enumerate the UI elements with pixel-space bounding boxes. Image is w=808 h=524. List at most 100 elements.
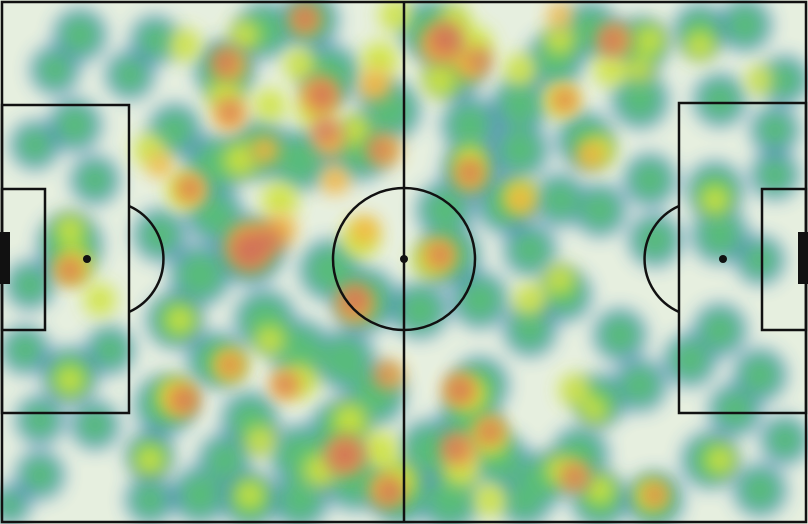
heat-low-spot xyxy=(7,332,43,368)
heat-peak-spot xyxy=(600,28,624,52)
heat-low-spot xyxy=(176,251,224,299)
heat-low-spot xyxy=(767,62,803,98)
center-circle xyxy=(331,186,477,332)
heat-low-spot xyxy=(205,440,245,480)
heat-mid-spot xyxy=(746,66,774,94)
left-penalty-spot xyxy=(83,255,91,263)
heat-peak-spot xyxy=(429,24,461,56)
heat-low-spot xyxy=(505,480,545,520)
heat-low-spot xyxy=(406,426,454,474)
heat-mid-spot xyxy=(362,432,398,468)
right-penalty-spot xyxy=(719,255,727,263)
heat-peak-spot xyxy=(557,92,573,108)
heat-peak-spot xyxy=(460,162,480,182)
heat-low-spot xyxy=(306,246,354,294)
heat-low-spot xyxy=(670,340,710,380)
heat-peak-spot xyxy=(480,422,500,442)
heat-low-spot xyxy=(132,482,168,518)
heat-low-spot xyxy=(178,473,222,517)
heat-mid-spot xyxy=(544,24,576,56)
heat-peak-spot xyxy=(222,357,238,373)
heat-mid-spot xyxy=(684,29,716,61)
heat-mid-spot xyxy=(84,284,116,316)
heat-low-spot xyxy=(725,5,765,45)
pitch-spots xyxy=(0,232,808,284)
heat-low-spot xyxy=(510,230,550,270)
heat-mid-spot xyxy=(474,484,506,516)
heat-low-spot xyxy=(140,215,180,255)
heat-peak-spot xyxy=(377,367,393,383)
heat-peak-spot xyxy=(565,468,585,488)
heat-low-spot xyxy=(498,128,542,172)
heat-low-spot xyxy=(740,355,780,395)
heat-low-spot xyxy=(510,310,550,350)
right-penalty-arc xyxy=(643,204,680,314)
heat-low-spot xyxy=(321,336,369,384)
heat-low-spot xyxy=(600,315,640,355)
heat-mid-spot xyxy=(254,324,286,356)
heat-low-spot xyxy=(698,213,742,257)
heat-low-spot xyxy=(92,332,128,368)
heat-mid-spot xyxy=(362,42,398,78)
heat-mid-spot xyxy=(164,304,196,336)
heat-mid-spot xyxy=(339,114,371,146)
heat-mid-spot xyxy=(584,474,616,506)
heat-mid-spot xyxy=(422,62,458,98)
heat-low-spot xyxy=(448,103,492,147)
heat-mid-spot xyxy=(581,396,609,424)
heat-low-spot xyxy=(618,78,662,122)
heat-peak-spot xyxy=(308,81,336,109)
heat-layer-peak xyxy=(60,6,663,504)
heat-low-spot xyxy=(278,478,322,522)
heat-high-spot xyxy=(148,153,172,177)
heat-low-spot xyxy=(620,365,660,405)
heat-low-spot xyxy=(498,83,542,127)
heat-peak-spot xyxy=(443,436,467,460)
heat-peak-spot xyxy=(448,378,472,402)
heat-low-spot xyxy=(700,310,740,350)
heat-low-spot xyxy=(276,136,324,184)
heat-peak-spot xyxy=(220,102,240,122)
left-goal xyxy=(0,232,10,284)
heat-mid-spot xyxy=(222,142,258,178)
heat-low-spot xyxy=(22,457,58,493)
heat-low-spot xyxy=(757,157,793,193)
center-spot xyxy=(400,255,408,263)
heat-mid-spot xyxy=(514,284,546,316)
heat-mid-spot xyxy=(254,89,286,121)
heat-low-spot xyxy=(193,193,237,237)
heat-peak-spot xyxy=(378,480,402,504)
heat-low-spot xyxy=(17,127,53,163)
heat-mid-spot xyxy=(244,424,276,456)
heat-peak-spot xyxy=(213,50,237,74)
heat-peak-spot xyxy=(647,487,663,503)
heat-high-spot xyxy=(351,216,379,244)
heat-peak-spot xyxy=(275,375,295,395)
heat-peak-spot xyxy=(470,50,490,70)
heat-low-spot xyxy=(426,476,474,524)
heat-low-spot xyxy=(77,162,113,198)
heat-mid-spot xyxy=(704,444,736,476)
heat-low-spot xyxy=(77,407,113,443)
heat-peak-spot xyxy=(430,245,450,265)
heat-low-spot xyxy=(423,188,467,232)
heat-low-spot xyxy=(757,112,793,148)
heat-low-spot xyxy=(60,15,100,55)
heat-low-spot xyxy=(458,278,502,322)
heat-mid-spot xyxy=(626,56,654,84)
heat-high-spot xyxy=(576,141,604,169)
heat-low-spot xyxy=(630,160,670,200)
heat-mid-spot xyxy=(54,364,86,396)
heat-low-spot xyxy=(112,57,148,93)
heat-peak-spot xyxy=(329,439,361,471)
heat-mid-spot xyxy=(544,264,576,296)
heat-low-spot xyxy=(12,267,48,303)
heat-layer-mid xyxy=(54,0,774,516)
heat-high-spot xyxy=(359,69,391,101)
heat-low-spot xyxy=(55,105,95,145)
heat-mid-spot xyxy=(379,0,411,31)
heat-low-spot xyxy=(0,491,24,519)
heat-low-spot xyxy=(715,390,755,430)
heat-peak-spot xyxy=(180,178,200,198)
